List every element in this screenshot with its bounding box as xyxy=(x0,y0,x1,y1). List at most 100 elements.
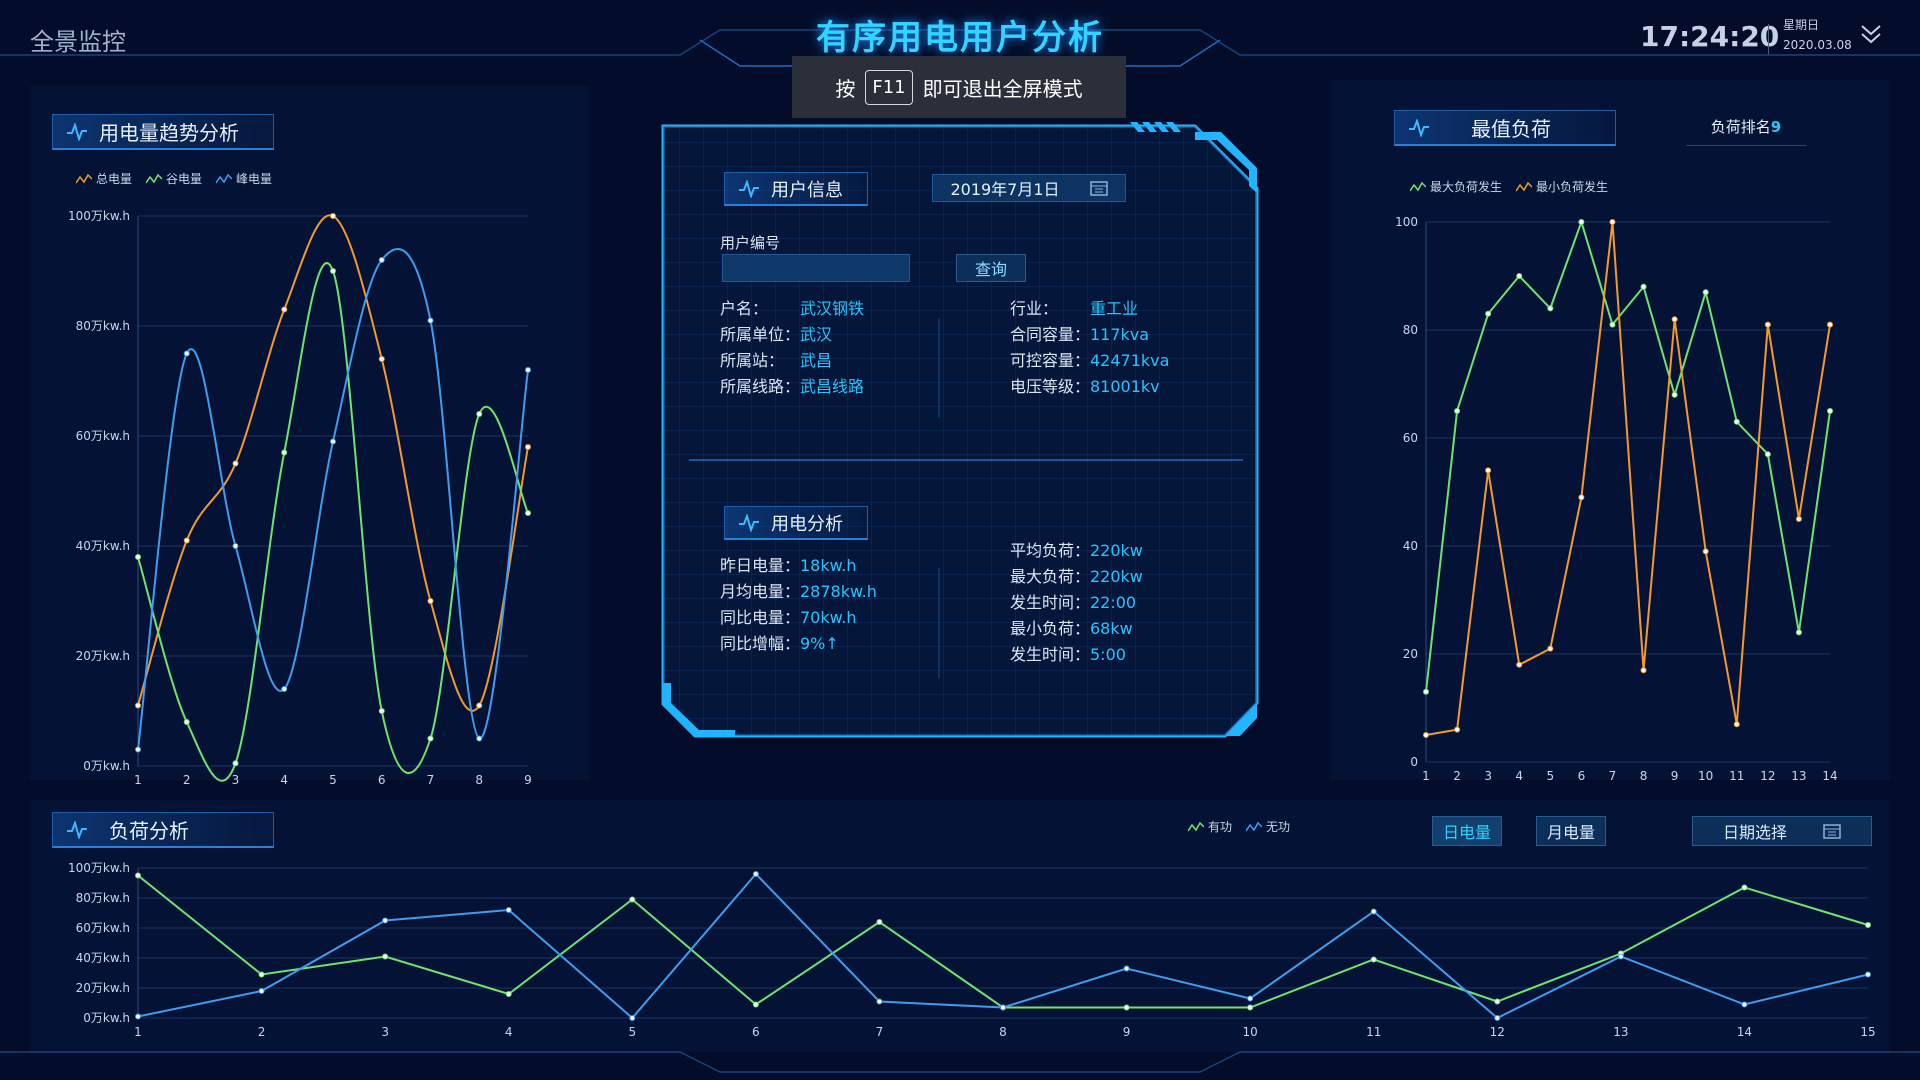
data-point[interactable] xyxy=(281,686,288,692)
data-point[interactable] xyxy=(1578,219,1585,225)
data-point[interactable] xyxy=(1609,219,1616,225)
data-point[interactable] xyxy=(1795,516,1802,522)
data-point[interactable] xyxy=(505,907,512,913)
data-point[interactable] xyxy=(476,702,483,709)
data-point[interactable] xyxy=(1423,688,1429,695)
data-point[interactable] xyxy=(476,735,483,742)
data-point[interactable] xyxy=(629,1015,636,1021)
data-point[interactable] xyxy=(629,896,636,903)
data-point[interactable] xyxy=(1516,273,1523,279)
query-button[interactable]: 查询 xyxy=(956,254,1026,282)
data-point[interactable] xyxy=(1733,418,1740,425)
data-point[interactable] xyxy=(1640,283,1647,290)
data-point[interactable] xyxy=(1764,451,1771,458)
data-point[interactable] xyxy=(1764,321,1771,328)
data-point[interactable] xyxy=(232,543,239,549)
data-point[interactable] xyxy=(1702,289,1709,296)
data-point[interactable] xyxy=(1671,316,1678,323)
data-point[interactable] xyxy=(525,510,531,516)
data-point[interactable] xyxy=(427,598,434,604)
date-picker[interactable]: 2019年7月1日 xyxy=(932,174,1126,202)
data-point[interactable] xyxy=(752,871,759,877)
field-row: 行业： 重工业 xyxy=(1010,296,1169,322)
data-point[interactable] xyxy=(183,350,190,357)
data-point[interactable] xyxy=(1547,645,1554,652)
data-point[interactable] xyxy=(281,449,288,456)
data-point[interactable] xyxy=(427,735,434,742)
data-point[interactable] xyxy=(1671,391,1678,398)
data-point[interactable] xyxy=(378,257,385,263)
data-point[interactable] xyxy=(232,760,239,767)
data-point[interactable] xyxy=(1485,310,1492,317)
data-point[interactable] xyxy=(183,537,190,544)
data-point[interactable] xyxy=(135,702,141,709)
data-point[interactable] xyxy=(1609,321,1616,328)
data-point[interactable] xyxy=(1494,1015,1501,1021)
data-point[interactable] xyxy=(876,919,883,925)
data-point[interactable] xyxy=(427,317,434,324)
data-point[interactable] xyxy=(525,367,531,373)
data-point[interactable] xyxy=(1454,408,1461,414)
legend-item-total[interactable]: 总电量 xyxy=(76,170,132,187)
legend-item-valley[interactable]: 谷电量 xyxy=(146,170,202,187)
data-point[interactable] xyxy=(1485,467,1492,474)
data-point[interactable] xyxy=(1454,726,1461,733)
data-point[interactable] xyxy=(1423,732,1429,738)
data-point[interactable] xyxy=(258,988,265,994)
data-point[interactable] xyxy=(1578,494,1585,501)
data-point[interactable] xyxy=(1741,1001,1748,1008)
data-point[interactable] xyxy=(183,719,190,725)
data-point[interactable] xyxy=(135,872,141,879)
data-point[interactable] xyxy=(330,268,336,274)
data-point[interactable] xyxy=(876,998,883,1005)
data-point[interactable] xyxy=(1494,998,1501,1005)
data-point[interactable] xyxy=(525,444,531,450)
data-point[interactable] xyxy=(382,953,389,960)
legend-item-active[interactable]: 有功 xyxy=(1188,818,1232,835)
data-point[interactable] xyxy=(1617,953,1624,960)
legend-item-max[interactable]: 最大负荷发生 xyxy=(1410,178,1502,195)
data-point[interactable] xyxy=(505,991,512,997)
data-point[interactable] xyxy=(1640,667,1647,674)
data-point[interactable] xyxy=(378,708,385,714)
data-point[interactable] xyxy=(135,746,141,753)
data-point[interactable] xyxy=(232,460,239,467)
legend-total-icon xyxy=(76,173,92,183)
data-point[interactable] xyxy=(330,438,336,445)
data-point[interactable] xyxy=(135,1013,141,1020)
data-point[interactable] xyxy=(1795,629,1802,636)
legend-item-peak[interactable]: 峰电量 xyxy=(216,170,272,187)
monthly-power-button[interactable]: 月电量 xyxy=(1536,816,1606,846)
data-point[interactable] xyxy=(1547,305,1554,312)
data-point[interactable] xyxy=(1741,884,1748,891)
data-point[interactable] xyxy=(1123,1004,1130,1011)
data-point[interactable] xyxy=(330,213,336,219)
data-point[interactable] xyxy=(1702,548,1709,555)
data-point[interactable] xyxy=(135,554,141,560)
user-no-input[interactable] xyxy=(722,254,910,282)
data-point[interactable] xyxy=(1865,922,1871,928)
data-point[interactable] xyxy=(1247,995,1254,1002)
data-point[interactable] xyxy=(1247,1004,1254,1011)
data-point[interactable] xyxy=(1123,965,1130,972)
legend-item-min[interactable]: 最小负荷发生 xyxy=(1516,178,1608,195)
data-point[interactable] xyxy=(1733,721,1740,728)
date-select-button[interactable]: 日期选择 xyxy=(1692,816,1872,846)
data-point[interactable] xyxy=(1370,908,1377,915)
data-point[interactable] xyxy=(281,306,288,313)
data-point[interactable] xyxy=(752,1001,759,1008)
data-point[interactable] xyxy=(258,971,265,978)
data-point[interactable] xyxy=(1827,408,1833,414)
y-tick-label: 100万kw.h xyxy=(68,209,130,223)
data-point[interactable] xyxy=(476,411,483,417)
legend-item-reactive[interactable]: 无功 xyxy=(1246,818,1290,835)
data-point[interactable] xyxy=(1516,661,1523,668)
data-point[interactable] xyxy=(1370,956,1377,963)
data-point[interactable] xyxy=(1865,971,1871,978)
data-point[interactable] xyxy=(1000,1004,1006,1011)
data-point[interactable] xyxy=(382,917,389,924)
daily-power-button[interactable]: 日电量 xyxy=(1432,816,1502,846)
data-point[interactable] xyxy=(378,356,385,362)
chevron-down-icon[interactable] xyxy=(1860,20,1882,50)
data-point[interactable] xyxy=(1827,321,1833,328)
